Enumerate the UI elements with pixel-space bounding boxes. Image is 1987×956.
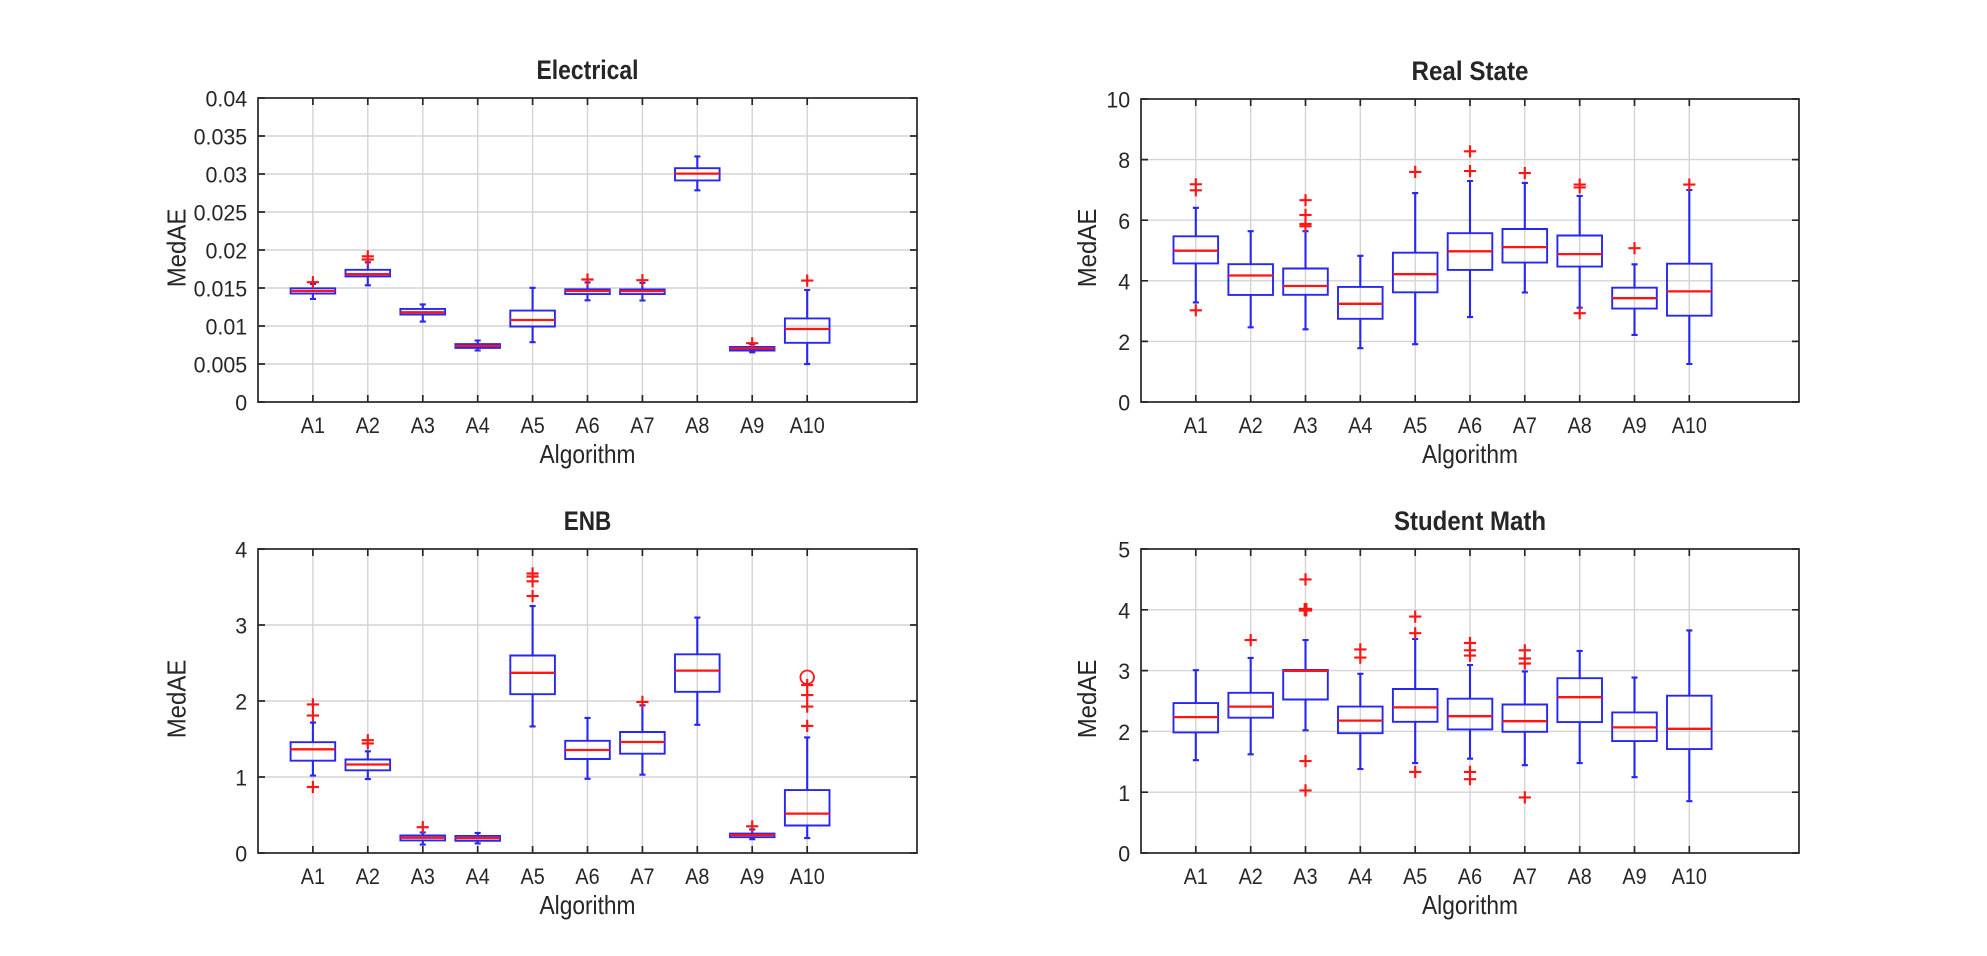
svg-text:2: 2 <box>1118 720 1130 745</box>
svg-text:A6: A6 <box>575 864 599 889</box>
svg-text:4: 4 <box>1118 598 1130 623</box>
svg-text:Electrical: Electrical <box>537 55 639 85</box>
svg-text:0.005: 0.005 <box>194 353 248 378</box>
svg-text:A8: A8 <box>1568 413 1592 438</box>
svg-text:A4: A4 <box>1348 864 1372 889</box>
svg-text:0.015: 0.015 <box>194 277 248 302</box>
svg-text:A2: A2 <box>356 413 380 438</box>
svg-text:A5: A5 <box>521 413 545 438</box>
svg-text:Algorithm: Algorithm <box>540 890 636 920</box>
svg-text:3: 3 <box>235 614 247 639</box>
svg-text:A3: A3 <box>1293 864 1317 889</box>
svg-text:A2: A2 <box>356 864 380 889</box>
svg-text:6: 6 <box>1118 209 1130 234</box>
svg-text:MedAE: MedAE <box>161 660 191 739</box>
svg-text:ENB: ENB <box>564 506 612 536</box>
svg-text:4: 4 <box>1118 269 1130 294</box>
svg-text:0.03: 0.03 <box>206 163 248 188</box>
svg-text:A8: A8 <box>685 413 709 438</box>
svg-text:A7: A7 <box>1513 413 1537 438</box>
svg-text:A5: A5 <box>521 864 545 889</box>
svg-text:MedAE: MedAE <box>1072 660 1102 739</box>
svg-text:Algorithm: Algorithm <box>540 439 636 469</box>
svg-text:Real State: Real State <box>1412 56 1529 86</box>
svg-text:0: 0 <box>1118 842 1130 867</box>
svg-text:A7: A7 <box>630 413 654 438</box>
svg-text:A10: A10 <box>1672 864 1707 889</box>
svg-text:MedAE: MedAE <box>161 209 191 288</box>
svg-text:A3: A3 <box>411 413 435 438</box>
svg-text:A9: A9 <box>1622 413 1646 438</box>
svg-text:0.025: 0.025 <box>194 201 248 226</box>
svg-text:0.01: 0.01 <box>206 315 248 340</box>
svg-text:A1: A1 <box>301 413 325 438</box>
svg-text:A10: A10 <box>790 864 825 889</box>
svg-text:4: 4 <box>235 538 247 563</box>
svg-text:A2: A2 <box>1239 413 1263 438</box>
svg-text:A8: A8 <box>685 864 709 889</box>
svg-text:0.04: 0.04 <box>206 87 248 112</box>
svg-text:A4: A4 <box>1348 413 1372 438</box>
svg-text:A2: A2 <box>1239 864 1263 889</box>
svg-text:A10: A10 <box>1672 413 1707 438</box>
svg-text:A9: A9 <box>740 413 764 438</box>
svg-text:1: 1 <box>235 766 247 791</box>
svg-text:A1: A1 <box>1184 413 1208 438</box>
svg-text:0: 0 <box>1118 391 1130 416</box>
svg-text:MedAE: MedAE <box>1072 209 1102 288</box>
svg-text:A5: A5 <box>1403 413 1427 438</box>
svg-text:5: 5 <box>1118 538 1130 563</box>
svg-text:10: 10 <box>1106 88 1130 113</box>
svg-text:3: 3 <box>1118 659 1130 684</box>
svg-text:A6: A6 <box>575 413 599 438</box>
svg-text:Algorithm: Algorithm <box>1422 890 1518 920</box>
svg-text:2: 2 <box>235 690 247 715</box>
svg-text:A1: A1 <box>301 864 325 889</box>
svg-text:0.035: 0.035 <box>194 125 248 150</box>
svg-text:0.02: 0.02 <box>206 239 248 264</box>
svg-text:A7: A7 <box>1513 864 1537 889</box>
svg-text:A4: A4 <box>466 413 490 438</box>
svg-text:1: 1 <box>1118 781 1130 806</box>
svg-text:A5: A5 <box>1403 864 1427 889</box>
svg-text:A9: A9 <box>740 864 764 889</box>
svg-text:0: 0 <box>235 842 247 867</box>
svg-text:2: 2 <box>1118 330 1130 355</box>
svg-text:A7: A7 <box>630 864 654 889</box>
svg-text:A10: A10 <box>790 413 825 438</box>
svg-text:A1: A1 <box>1184 864 1208 889</box>
svg-text:A3: A3 <box>1293 413 1317 438</box>
svg-text:A6: A6 <box>1458 413 1482 438</box>
svg-text:8: 8 <box>1118 148 1130 173</box>
svg-text:Student Math: Student Math <box>1394 506 1546 536</box>
svg-text:Algorithm: Algorithm <box>1422 439 1518 469</box>
svg-text:A4: A4 <box>466 864 490 889</box>
svg-text:A3: A3 <box>411 864 435 889</box>
svg-text:A6: A6 <box>1458 864 1482 889</box>
svg-text:0: 0 <box>235 391 247 416</box>
svg-text:A8: A8 <box>1568 864 1592 889</box>
svg-text:A9: A9 <box>1622 864 1646 889</box>
